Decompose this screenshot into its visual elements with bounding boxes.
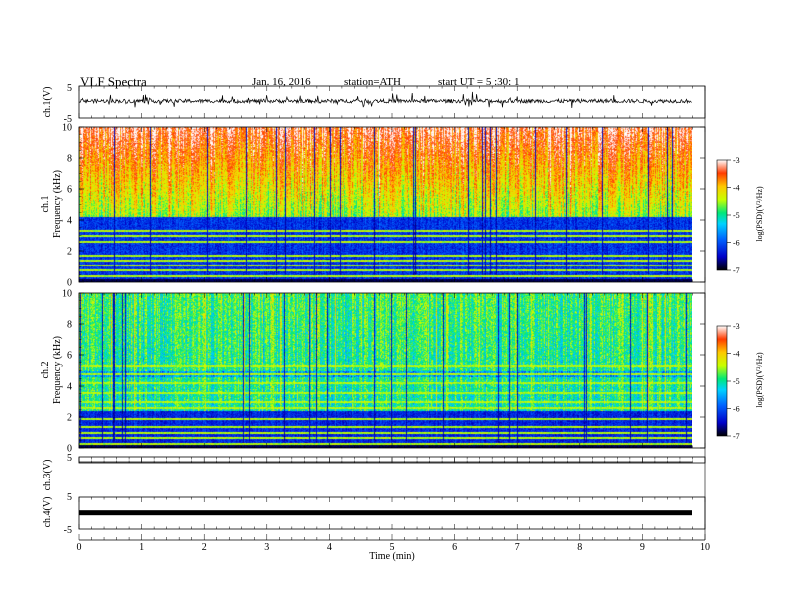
colorbar2-tick-label--3: -3 — [733, 322, 740, 331]
ch1-spec-ytick-6: 6 — [67, 185, 72, 196]
x-tick-label-2: 2 — [202, 542, 207, 553]
ch4-ytick-5: 5 — [67, 492, 72, 503]
ch2-spec-ytick-8: 8 — [67, 320, 72, 331]
ch2-spec-ytick-0: 0 — [67, 444, 72, 455]
x-tick-label-10: 10 — [700, 542, 710, 553]
ch4-waveform-band — [79, 510, 692, 516]
ch1-spec-ytick-4: 4 — [67, 216, 72, 227]
x-tick-label-0: 0 — [77, 542, 82, 553]
ch3-ylabel: ch.3(V) — [42, 460, 53, 491]
x-tick-label-1: 1 — [139, 542, 144, 553]
ch1-spec-ytick-2: 2 — [67, 247, 72, 258]
ch2-spec-ytick-6: 6 — [67, 351, 72, 362]
x-tick-label-5: 5 — [390, 542, 395, 553]
ch3-ytick-5: 5 — [67, 453, 72, 464]
ch1-ytick-5: 5 — [67, 83, 72, 94]
colorbar1-tick-label--4: -4 — [733, 184, 740, 193]
ch2-spec-ytick-4: 4 — [67, 382, 72, 393]
ch2-spec-ytick-2: 2 — [67, 413, 72, 424]
x-tick-label-3: 3 — [264, 542, 269, 553]
colorbar-2 — [716, 325, 728, 437]
x-tick-label-7: 7 — [515, 542, 520, 553]
colorbar2-tick-label--4: -4 — [733, 350, 740, 359]
date-label: Jan. 16, 2016 — [252, 76, 311, 88]
ch1-ytick-minus5: -5 — [64, 114, 72, 125]
colorbar2-tick-label--6: -6 — [733, 405, 740, 414]
colorbar1-tick-label--3: -3 — [733, 156, 740, 165]
start-time-label: start UT = 5 :30: 1 — [438, 76, 520, 88]
ch2-spec-ylabel-top: ch.2 — [40, 362, 51, 379]
colorbar-1 — [716, 159, 728, 271]
ch1-spec-ytick-10: 10 — [62, 123, 72, 134]
colorbar2-tick-label--5: -5 — [733, 377, 740, 386]
ch1-spec-ytick-8: 8 — [67, 154, 72, 165]
ch1-spec-ytick-0: 0 — [67, 278, 72, 289]
ch2-spec-ytick-10: 10 — [62, 289, 72, 300]
ch1-spec-ylabel-top: ch.1 — [40, 196, 51, 213]
station-label: station=ATH — [344, 76, 401, 88]
figure-title: VLF Spectra — [80, 74, 147, 89]
x-tick-label-9: 9 — [640, 542, 645, 553]
colorbar1-tick-label--6: -6 — [733, 239, 740, 248]
ch2-spectrogram-image — [79, 293, 692, 448]
colorbar1-label: log(PSD)(V²/Hz) — [755, 186, 764, 242]
x-tick-label-8: 8 — [577, 542, 582, 553]
x-tick-label-4: 4 — [327, 542, 332, 553]
ch2-spec-ylabel: Frequency (kHz) — [52, 336, 63, 404]
x-axis-label: Time (min) — [369, 551, 414, 562]
ch1-spec-ylabel: Frequency (kHz) — [52, 170, 63, 238]
ch4-ytick-minus5: -5 — [64, 525, 72, 536]
colorbar1-tick-label--7: -7 — [733, 266, 740, 275]
ch4-ylabel: ch.4(V) — [42, 497, 53, 528]
colorbar2-label: log(PSD)(V²/Hz) — [755, 352, 764, 408]
ch1-spectrogram-image — [79, 127, 692, 282]
colorbar2-tick-label--7: -7 — [733, 432, 740, 441]
colorbar1-tick-label--5: -5 — [733, 211, 740, 220]
ch1-ylabel: ch.1(V) — [42, 87, 53, 118]
chart-marks: 0 1 2 3 4 5 6 7 8 9 105-50246810024681055-5-3-4-5-… — [62, 83, 740, 553]
ch1-waveform-line — [78, 91, 692, 109]
x-tick-label-6: 6 — [452, 542, 457, 553]
